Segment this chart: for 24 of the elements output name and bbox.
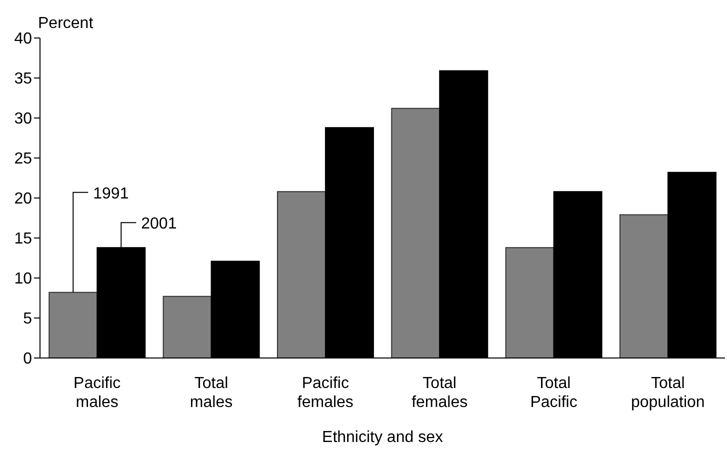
y-tick-label: 20: [14, 190, 32, 208]
y-axis-title: Percent: [38, 15, 94, 32]
y-tick-label: 0: [23, 350, 32, 368]
x-tick-label: Total males: [190, 375, 233, 411]
bar: [276, 191, 326, 358]
bar: [619, 214, 668, 358]
x-tick-label: Pacific males: [74, 375, 121, 411]
y-tick-label: 10: [14, 270, 32, 288]
bar: [162, 296, 212, 358]
x-axis-title: Ethnicity and sex: [322, 429, 443, 446]
x-tick-label: Total Pacific: [530, 375, 578, 411]
bar: [48, 292, 98, 358]
bar: [505, 247, 554, 358]
x-tick-label: Total population: [630, 375, 705, 411]
y-tick-label: 35: [14, 70, 32, 88]
y-tick-label: 25: [14, 150, 32, 168]
y-tick-label: 30: [14, 110, 32, 128]
bar: [391, 108, 440, 358]
y-tick-label: 5: [23, 310, 32, 328]
y-tick-label: 40: [14, 30, 32, 48]
x-tick-label: Pacific females: [297, 375, 354, 411]
y-tick-label: 15: [14, 230, 32, 248]
legend-label: 2001: [141, 216, 177, 233]
x-tick-label: Total females: [412, 375, 468, 411]
